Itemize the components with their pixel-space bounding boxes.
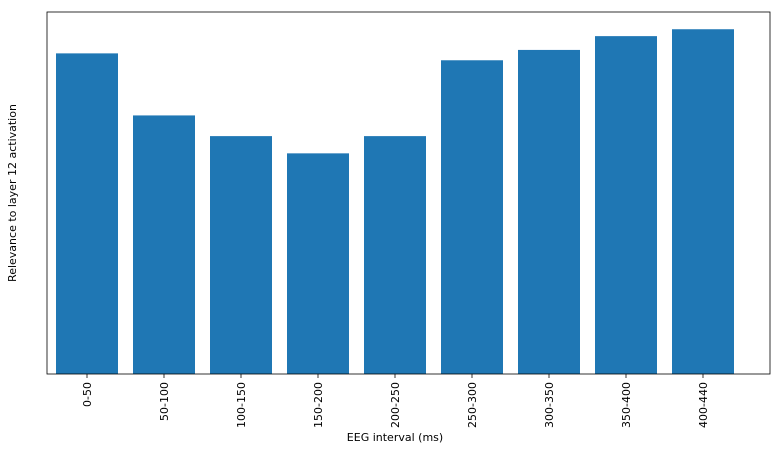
plot-frame [46,11,771,375]
bar [287,153,349,374]
x-tick-label: 300-350 [543,382,556,428]
x-tick-label: 200-250 [389,382,402,428]
bar [133,115,195,374]
bar [441,60,503,375]
x-tick-label: 50-100 [158,382,171,421]
bar [672,29,734,374]
x-tick-label: 0-50 [81,382,94,407]
x-axis-label: EEG interval (ms) [347,431,443,444]
x-tick-label: 250-300 [466,382,479,428]
y-axis-label: Relevance to layer 12 activation [6,104,19,282]
x-tick-label: 100-150 [235,382,248,428]
bar [210,136,272,374]
bar [518,49,580,375]
bar [595,36,657,375]
bar [56,53,118,374]
bar [364,136,426,374]
x-tick-label: 150-200 [312,382,325,428]
x-tick-label: 350-400 [620,382,633,428]
x-tick-label: 400-440 [697,382,710,428]
